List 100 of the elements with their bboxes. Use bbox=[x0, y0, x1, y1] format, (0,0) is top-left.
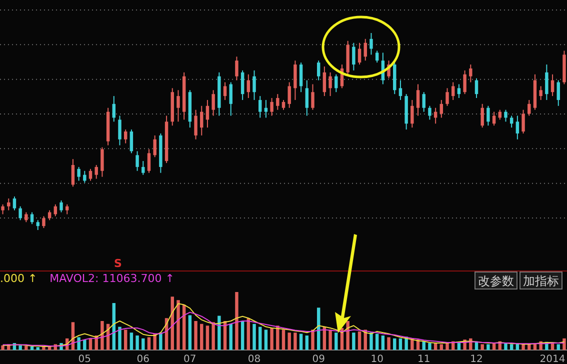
bar bbox=[446, 343, 449, 350]
candlestick bbox=[416, 84, 420, 116]
bar bbox=[328, 330, 332, 350]
bar bbox=[457, 343, 461, 350]
bar bbox=[130, 332, 134, 350]
candlestick bbox=[364, 38, 367, 62]
bar bbox=[258, 326, 262, 350]
x-tick-label: 09 bbox=[312, 354, 325, 364]
candlestick bbox=[516, 115, 520, 140]
candlestick bbox=[428, 105, 432, 120]
candlestick bbox=[334, 74, 338, 93]
bar bbox=[398, 338, 402, 350]
bar bbox=[440, 344, 444, 350]
bar bbox=[212, 322, 215, 350]
bar bbox=[522, 344, 525, 350]
bar bbox=[1, 345, 4, 350]
candlestick bbox=[282, 99, 286, 110]
text: .000 ↑ bbox=[0, 272, 38, 285]
candlestick bbox=[83, 170, 86, 184]
candlestick bbox=[142, 160, 145, 176]
candlestick bbox=[486, 105, 490, 126]
bar bbox=[294, 332, 297, 350]
candlestick bbox=[316, 60, 320, 81]
candlestick bbox=[206, 99, 210, 128]
candlestick bbox=[375, 50, 379, 64]
candlestick bbox=[124, 129, 128, 144]
bar bbox=[299, 334, 303, 350]
bar bbox=[229, 324, 232, 350]
candlestick bbox=[474, 78, 478, 99]
candlestick bbox=[130, 129, 134, 154]
candlestick bbox=[194, 109, 198, 140]
bar bbox=[194, 321, 198, 350]
candlestick bbox=[328, 72, 332, 97]
candlestick bbox=[240, 70, 244, 100]
candlestick bbox=[42, 216, 46, 229]
candlestick bbox=[12, 196, 16, 211]
bar bbox=[393, 338, 396, 350]
candlestick bbox=[305, 80, 308, 116]
bar bbox=[480, 344, 484, 350]
candlestick bbox=[539, 86, 542, 100]
bar bbox=[375, 334, 379, 350]
bar bbox=[136, 336, 139, 350]
x-tick-label: 08 bbox=[248, 354, 261, 364]
candlestick bbox=[235, 56, 238, 81]
candlestick bbox=[258, 96, 262, 118]
candlestick bbox=[36, 220, 40, 230]
bar bbox=[352, 332, 356, 350]
bar bbox=[562, 338, 566, 350]
bar bbox=[486, 344, 490, 350]
bar bbox=[387, 337, 390, 350]
candlestick bbox=[504, 109, 508, 122]
candlestick bbox=[492, 111, 496, 126]
candlestick bbox=[422, 92, 426, 112]
candlestick bbox=[358, 42, 362, 66]
candlestick bbox=[88, 168, 92, 182]
text: MAVOL2: 11063.700 ↑ bbox=[50, 272, 174, 285]
candlestick bbox=[440, 99, 444, 118]
bar bbox=[264, 330, 268, 350]
candlestick bbox=[294, 60, 297, 100]
bar bbox=[510, 344, 514, 350]
candlestick bbox=[556, 80, 560, 106]
candlestick bbox=[94, 164, 98, 180]
bar bbox=[176, 300, 180, 350]
bar bbox=[282, 330, 286, 350]
bar bbox=[370, 332, 373, 350]
candlestick bbox=[18, 206, 22, 221]
candlestick bbox=[480, 103, 484, 128]
bar bbox=[159, 332, 162, 350]
bar bbox=[240, 321, 244, 350]
candlestick bbox=[311, 84, 314, 110]
candlestick bbox=[545, 64, 548, 100]
candlestick bbox=[288, 82, 291, 108]
bar bbox=[77, 337, 80, 350]
x-tick-label: 11 bbox=[417, 354, 430, 364]
bar bbox=[270, 328, 274, 350]
candlestick bbox=[71, 158, 75, 188]
candlestick bbox=[246, 74, 250, 99]
bar bbox=[182, 304, 186, 350]
bar bbox=[428, 343, 432, 350]
x-tick-label: 05 bbox=[78, 354, 92, 364]
bar bbox=[311, 330, 314, 350]
bar bbox=[504, 343, 508, 350]
bar bbox=[334, 332, 338, 350]
bar bbox=[346, 321, 350, 350]
candlestick bbox=[446, 88, 449, 106]
x-tick-label: 10 bbox=[370, 354, 384, 364]
candlestick bbox=[118, 115, 122, 146]
candlestick bbox=[522, 109, 525, 134]
candlestick bbox=[463, 70, 466, 95]
candlestick bbox=[276, 94, 280, 110]
bar bbox=[30, 346, 34, 350]
bar bbox=[556, 344, 560, 350]
bar bbox=[358, 331, 362, 350]
bar bbox=[305, 336, 308, 350]
candlestick bbox=[153, 134, 156, 158]
bar bbox=[83, 340, 86, 350]
candlestick bbox=[410, 99, 414, 128]
bar bbox=[288, 332, 291, 350]
bar bbox=[218, 316, 221, 350]
bar bbox=[188, 315, 192, 350]
